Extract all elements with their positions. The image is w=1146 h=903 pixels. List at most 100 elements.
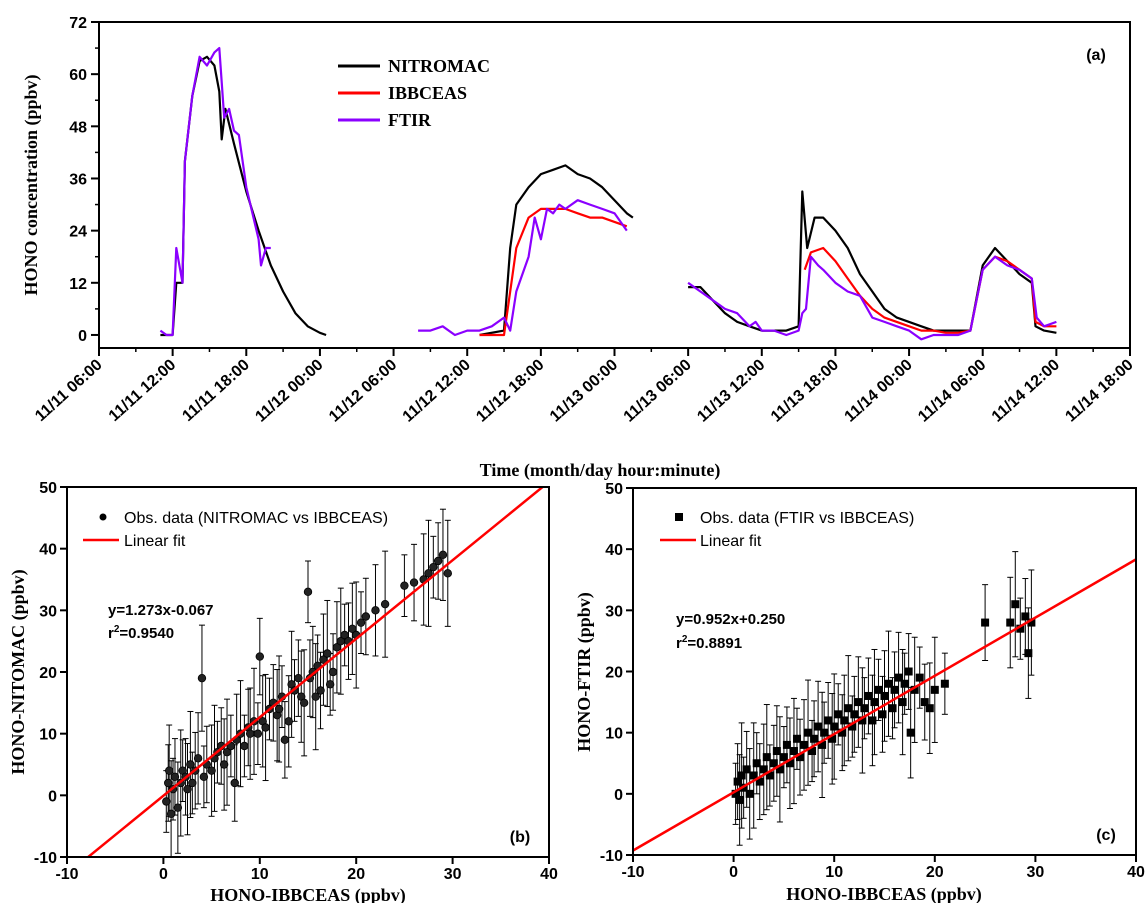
data-point: [261, 723, 270, 732]
panel-a-y-ticks: 0 12 24 36 48 60 72: [69, 15, 99, 345]
panel-c-legend: Obs. data (FTIR vs IBBCEAS) Linear fit: [660, 510, 914, 550]
data-point: [274, 704, 284, 714]
data-point: [769, 759, 778, 768]
data-point: [1021, 612, 1030, 621]
data-point: [834, 710, 843, 719]
panel-a-x-axis-title: Time (month/day hour:minute): [480, 460, 721, 481]
data-point: [858, 716, 867, 725]
panel-c-r2-value: =0.8891: [687, 635, 742, 652]
legend-label-obs-b: Obs. data (NITROMAC vs IBBCEAS): [124, 510, 388, 527]
data-point: [779, 753, 788, 762]
y-tick-label: 0: [48, 788, 57, 805]
data-point: [828, 734, 837, 743]
a-y-tick-label: 0: [78, 328, 87, 345]
legend-label-fit-b: Linear fit: [124, 533, 186, 550]
panel-c-x-ticks: -10 0 10 20 30 40: [621, 855, 1145, 881]
x-tick-label: 20: [926, 864, 944, 881]
y-tick-label: 30: [605, 603, 623, 620]
data-point: [294, 673, 303, 683]
data-point: [735, 795, 744, 804]
data-point: [222, 747, 232, 757]
legend-label-obs-c: Obs. data (FTIR vs IBBCEAS): [700, 510, 914, 527]
a-y-tick-label: 24: [69, 224, 87, 241]
data-point: [789, 747, 798, 756]
a-x-tick-label: 11/14 06:00: [915, 356, 989, 425]
panel-c-points: [731, 551, 1036, 846]
a-x-tick-label: 11/12 06:00: [326, 356, 400, 425]
legend-label-ibbceas: IBBCEAS: [388, 83, 467, 103]
data-point: [230, 778, 239, 788]
x-tick-label: 0: [729, 864, 738, 881]
panel-b-legend: Obs. data (NITROMAC vs IBBCEAS) Linear f…: [83, 510, 388, 550]
data-point: [868, 716, 877, 725]
panel-b-points: [162, 508, 452, 857]
data-point: [199, 772, 209, 782]
data-point: [749, 771, 758, 780]
data-point: [920, 698, 929, 707]
a-x-tick-label: 11/12 12:00: [400, 356, 474, 425]
data-point: [219, 760, 229, 769]
a-x-tick-label: 11/13 06:00: [621, 356, 695, 425]
data-point: [860, 704, 869, 713]
a-x-tick-label: 11/11 06:00: [32, 356, 106, 425]
data-point: [910, 685, 919, 694]
data-point: [162, 797, 171, 806]
series-line-nitromac: [479, 164, 634, 337]
data-point: [193, 754, 203, 763]
data-point: [765, 771, 774, 780]
legend-marker-obs-c: [675, 513, 683, 521]
data-point: [371, 606, 380, 615]
data-point: [409, 578, 419, 587]
a-x-tick-label: 11/12 18:00: [473, 356, 547, 425]
data-point: [332, 643, 342, 652]
x-tick-label: 0: [159, 866, 168, 883]
data-point: [884, 679, 893, 688]
x-tick-label: 10: [825, 864, 843, 881]
panel-b-scatter: -10 0 10 20 30 40 -10 0 10 20 30 40 50 HONO-IBBCEAS…: [8, 480, 558, 903]
data-point: [323, 649, 332, 658]
a-x-tick-label: 11/14 12:00: [989, 356, 1063, 425]
panel-a-series: [159, 47, 1057, 341]
data-point: [303, 587, 313, 597]
data-point: [299, 698, 309, 708]
x-tick-label: -10: [55, 866, 78, 883]
x-tick-label: 40: [540, 866, 558, 883]
data-point: [898, 698, 907, 707]
data-point: [870, 698, 879, 707]
y-tick-label: 10: [605, 726, 623, 743]
data-point: [328, 667, 338, 677]
panel-b-r2-prefix: r: [108, 625, 114, 642]
data-point: [759, 765, 768, 774]
panel-b-r2-sup: 2: [114, 624, 120, 635]
data-point: [731, 789, 740, 798]
data-point: [280, 735, 290, 745]
data-point: [1027, 618, 1036, 627]
a-y-tick-label: 36: [69, 171, 87, 188]
series-line-nitromac: [688, 190, 1057, 334]
a-y-tick-label: 72: [69, 15, 87, 32]
data-point: [433, 556, 443, 566]
data-point: [253, 729, 263, 738]
data-point: [888, 704, 897, 713]
data-point: [380, 599, 390, 609]
data-point: [830, 722, 839, 731]
data-point: [772, 747, 781, 756]
y-tick-label: 40: [39, 542, 57, 559]
y-tick-label: 20: [605, 665, 623, 682]
data-point: [795, 753, 804, 762]
data-point: [340, 630, 349, 640]
data-point: [188, 778, 197, 788]
data-point: [824, 716, 833, 725]
data-point: [915, 673, 924, 682]
panel-b-equation: y=1.273x-0.067: [108, 602, 214, 619]
data-point: [878, 710, 887, 719]
data-point: [325, 680, 335, 689]
panel-b-r2: r2=0.9540: [108, 624, 174, 642]
data-point: [164, 778, 173, 788]
x-tick-label: 40: [1127, 864, 1145, 881]
panel-b-y-axis-title: HONO-NITOMAC (ppbv): [8, 569, 29, 774]
data-point: [742, 765, 751, 774]
panel-c-scatter: -10 0 10 20 30 40 -10 0 10 20 30 40 50 HONO-IBBCEAS…: [574, 481, 1145, 903]
